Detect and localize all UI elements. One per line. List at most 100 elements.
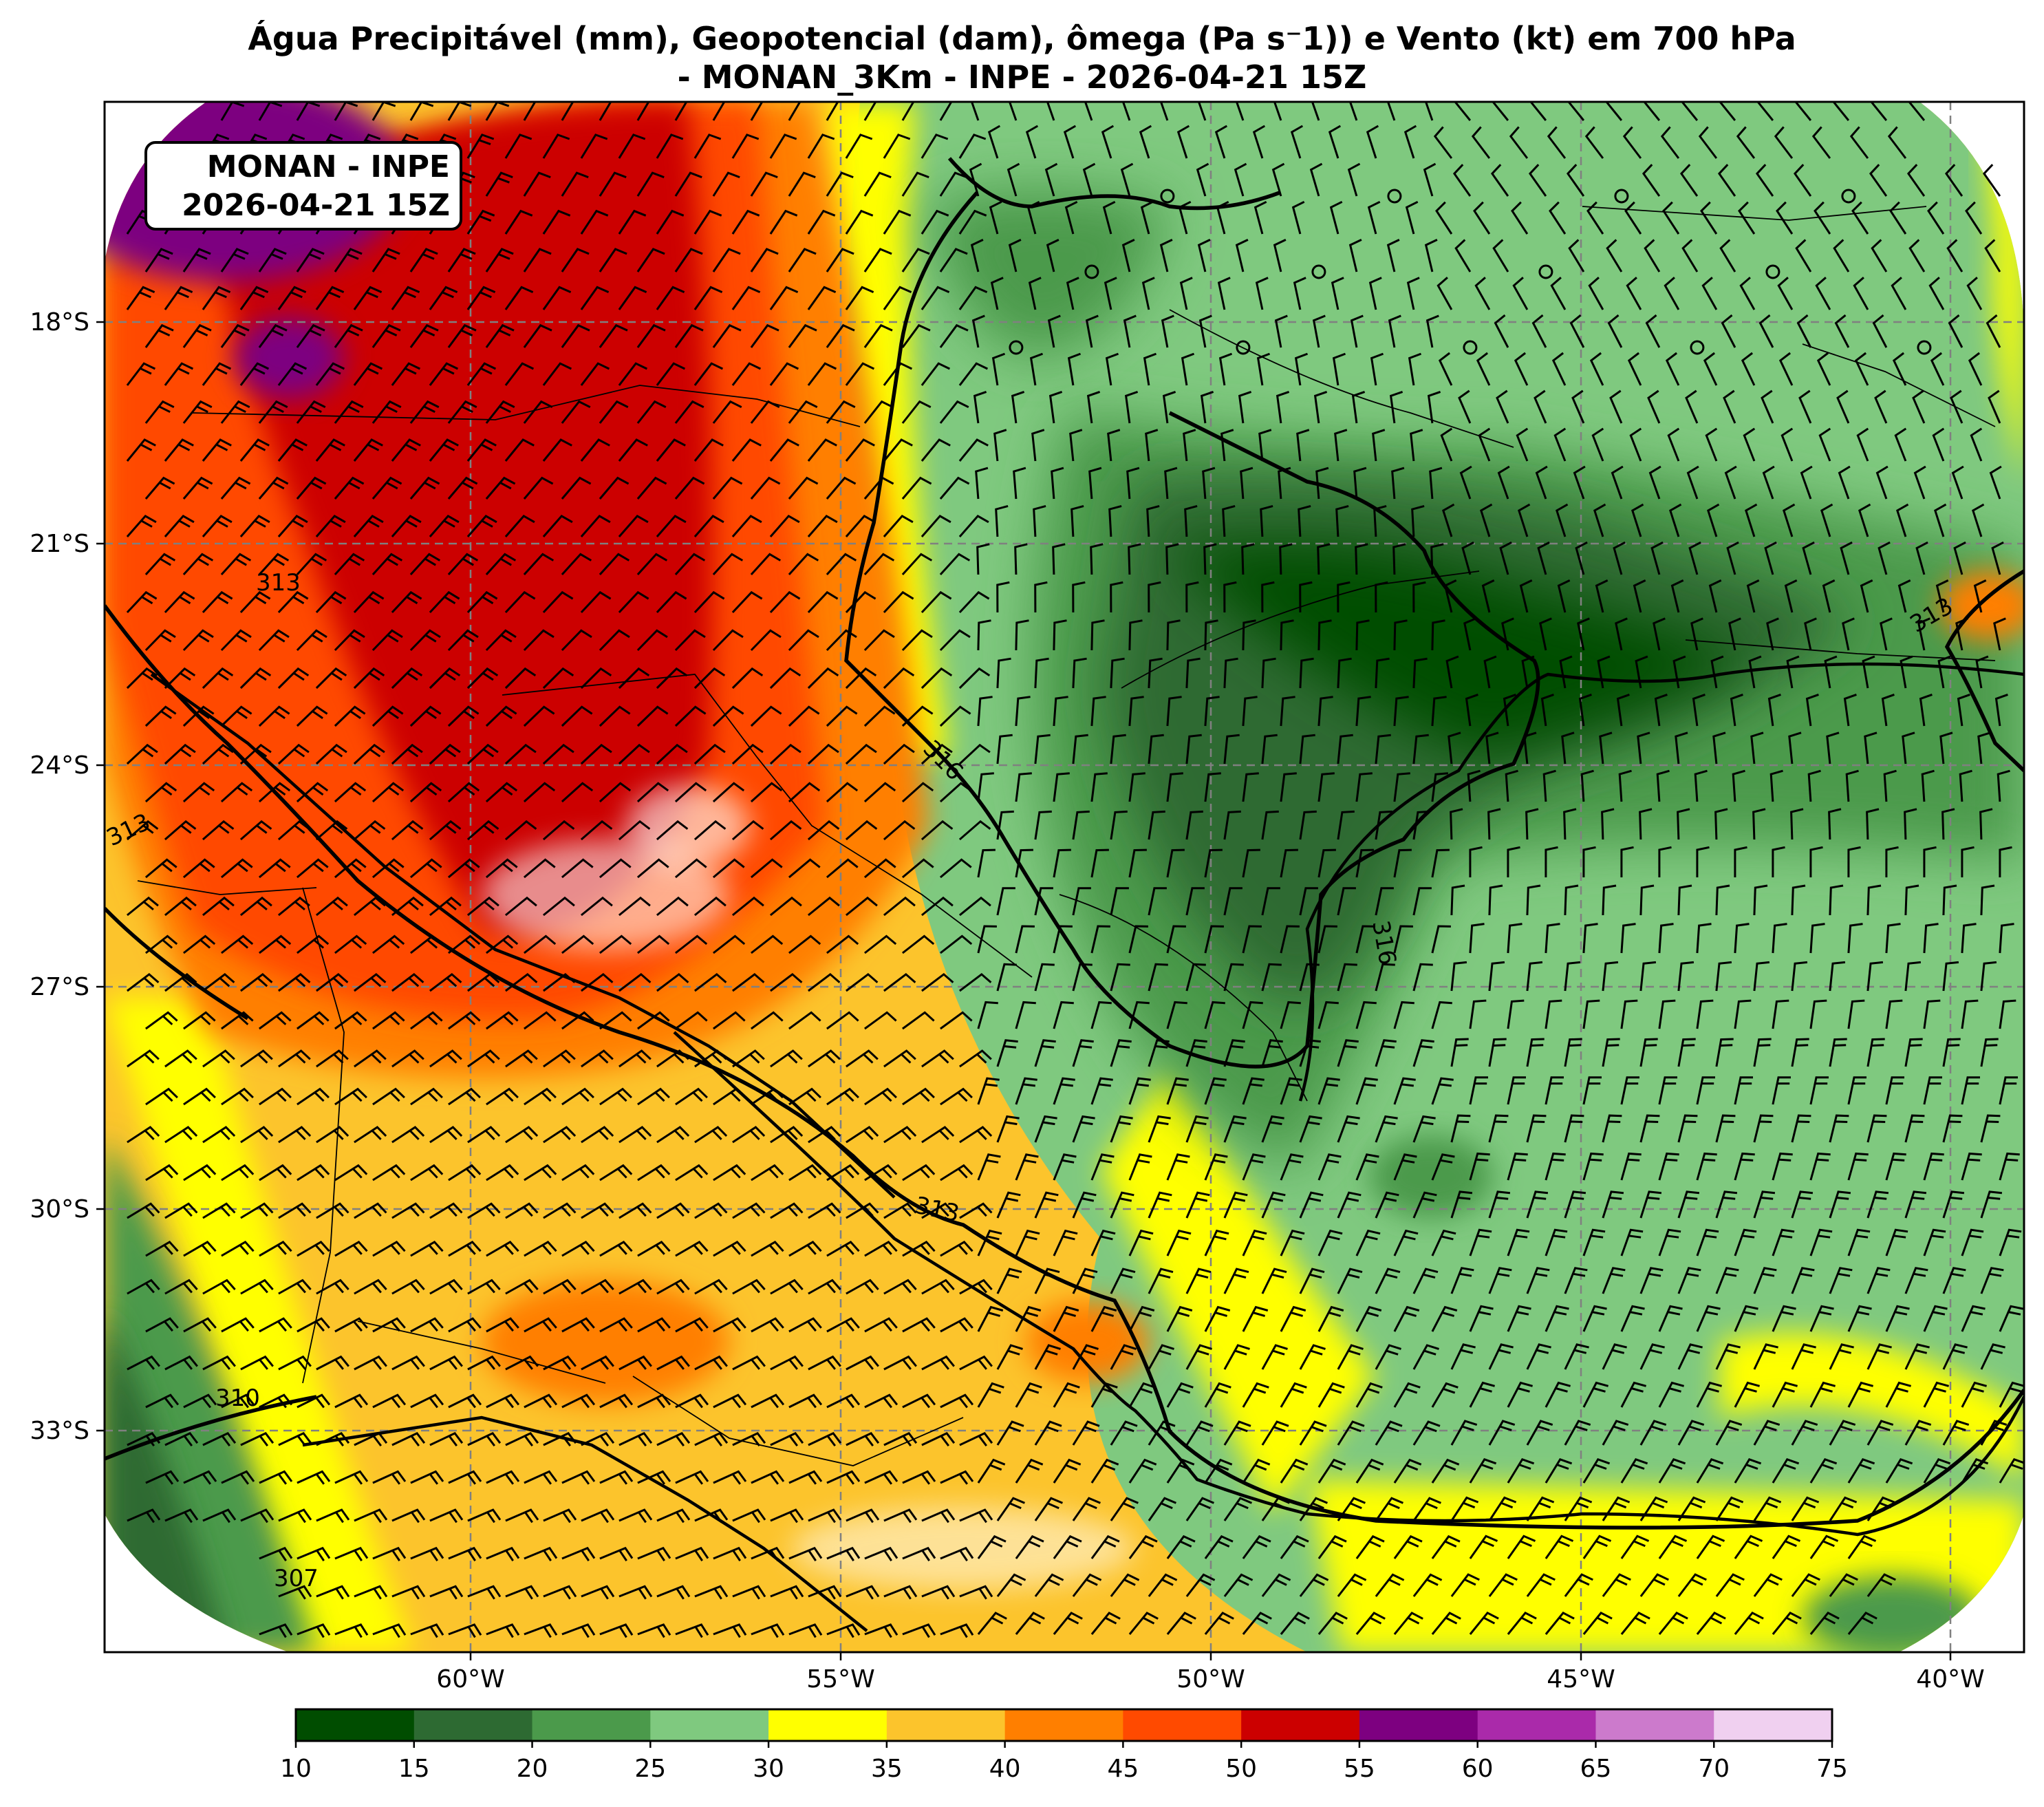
wind-barb <box>1166 848 1185 878</box>
wind-barb <box>410 1623 444 1638</box>
wind-barb <box>1639 884 1655 916</box>
wind-barb <box>334 1623 369 1638</box>
wind-barb <box>144 476 175 500</box>
wind-barb <box>1488 1496 1517 1521</box>
wind-barb <box>486 1470 520 1485</box>
wind-barb <box>353 667 385 689</box>
model-badge: MONAN - INPE 2026-04-21 15Z <box>144 141 462 231</box>
wind-barb <box>297 1470 331 1485</box>
wind-barb <box>1660 126 1680 159</box>
wind-barb <box>902 1546 936 1561</box>
political-borders <box>137 206 1996 1466</box>
wind-barb <box>674 323 704 348</box>
wind-barb <box>1469 923 1485 954</box>
wind-barb <box>542 820 575 841</box>
wind-barb <box>1072 963 1093 992</box>
wind-barb <box>466 667 499 689</box>
wind-barb <box>1299 1039 1321 1067</box>
wind-barb <box>656 896 689 917</box>
wind-barb <box>1128 543 1141 575</box>
wind-barb <box>1181 352 1195 386</box>
wind-barb <box>1923 1381 1950 1408</box>
calm-wind-circle <box>1009 340 1024 355</box>
wind-barb <box>1355 696 1371 727</box>
wind-barb <box>712 171 740 197</box>
wind-barb <box>1571 389 1585 424</box>
wind-barb <box>977 1001 998 1029</box>
wind-barb <box>1410 429 1423 462</box>
wind-barb <box>1148 1573 1178 1597</box>
wind-barb <box>1185 887 1205 916</box>
wind-barb <box>1620 1457 1648 1484</box>
wind-barb <box>372 476 402 500</box>
wind-barb <box>1011 390 1025 424</box>
wind-barb <box>1688 541 1701 575</box>
wind-barb <box>1869 164 1888 197</box>
wind-barb <box>1185 1191 1210 1219</box>
wind-barb <box>354 1432 388 1447</box>
wind-barb <box>1204 1077 1227 1105</box>
wind-barb <box>1999 1076 2018 1105</box>
wind-barb <box>524 1546 558 1561</box>
wind-barb <box>1913 465 1926 500</box>
wind-barb <box>1223 657 1238 689</box>
wind-barb <box>656 743 688 765</box>
wind-barb <box>524 1470 558 1485</box>
wind-barb <box>1643 102 1661 121</box>
wind-barb <box>902 1623 936 1638</box>
wind-barb <box>1013 467 1026 500</box>
wind-barb <box>1582 1535 1612 1559</box>
wind-barb <box>1602 1114 1622 1143</box>
wind-barb <box>1015 1612 1045 1635</box>
wind-barb <box>940 1164 973 1182</box>
wind-barb <box>315 438 345 462</box>
wind-barb <box>1375 1191 1399 1219</box>
wind-barb <box>1526 1267 1550 1294</box>
wind-barb <box>447 476 478 500</box>
wind-barb <box>1090 848 1109 878</box>
contour-label: 313 <box>256 569 301 597</box>
wind-barb <box>1166 619 1181 651</box>
wind-barb <box>675 1623 709 1638</box>
wind-barb <box>769 133 797 159</box>
wind-barb <box>996 1268 1022 1294</box>
wind-barb <box>996 963 1017 992</box>
wind-barb <box>808 1126 841 1144</box>
calm-wind-circle <box>1841 189 1856 204</box>
wind-barb <box>901 476 932 500</box>
wind-barb <box>1355 1535 1385 1559</box>
wind-barb <box>1261 1191 1286 1219</box>
wind-barb <box>126 514 157 537</box>
colorbar-tick-label: 50 <box>1225 1755 1258 1783</box>
wind-barb <box>1696 1381 1723 1408</box>
wind-barb <box>258 553 290 576</box>
wind-barb <box>599 171 627 197</box>
wind-barb <box>675 1470 709 1485</box>
wind-barb <box>1717 164 1736 197</box>
wind-barb <box>1838 465 1851 500</box>
wind-barb <box>144 553 176 576</box>
wind-barb <box>1847 1612 1878 1635</box>
wind-barb <box>1204 1382 1231 1408</box>
wind-barb <box>713 1164 746 1182</box>
wind-barb <box>1015 1001 1036 1029</box>
wind-barb <box>1809 1457 1838 1484</box>
wind-barb <box>693 896 727 917</box>
wind-barb <box>1677 1190 1700 1219</box>
wind-barb <box>939 934 973 954</box>
wind-barb <box>637 1011 670 1030</box>
wind-barb <box>674 858 707 879</box>
wind-barb <box>1885 1457 1913 1484</box>
wind-barb <box>970 239 984 272</box>
map-title-line2: - MONAN_3Km - INPE - 2026-04-21 15Z <box>677 58 1367 96</box>
wind-barb <box>1573 465 1586 500</box>
wind-barb <box>599 476 630 500</box>
wind-barb <box>921 896 954 917</box>
wind-barb <box>1858 503 1871 537</box>
wind-barb <box>1631 503 1644 537</box>
wind-barb <box>542 133 570 159</box>
wind-barb <box>1280 1153 1304 1181</box>
wind-barb <box>1128 1229 1154 1257</box>
wind-barb <box>1317 925 1337 954</box>
wind-barb <box>1637 731 1650 764</box>
